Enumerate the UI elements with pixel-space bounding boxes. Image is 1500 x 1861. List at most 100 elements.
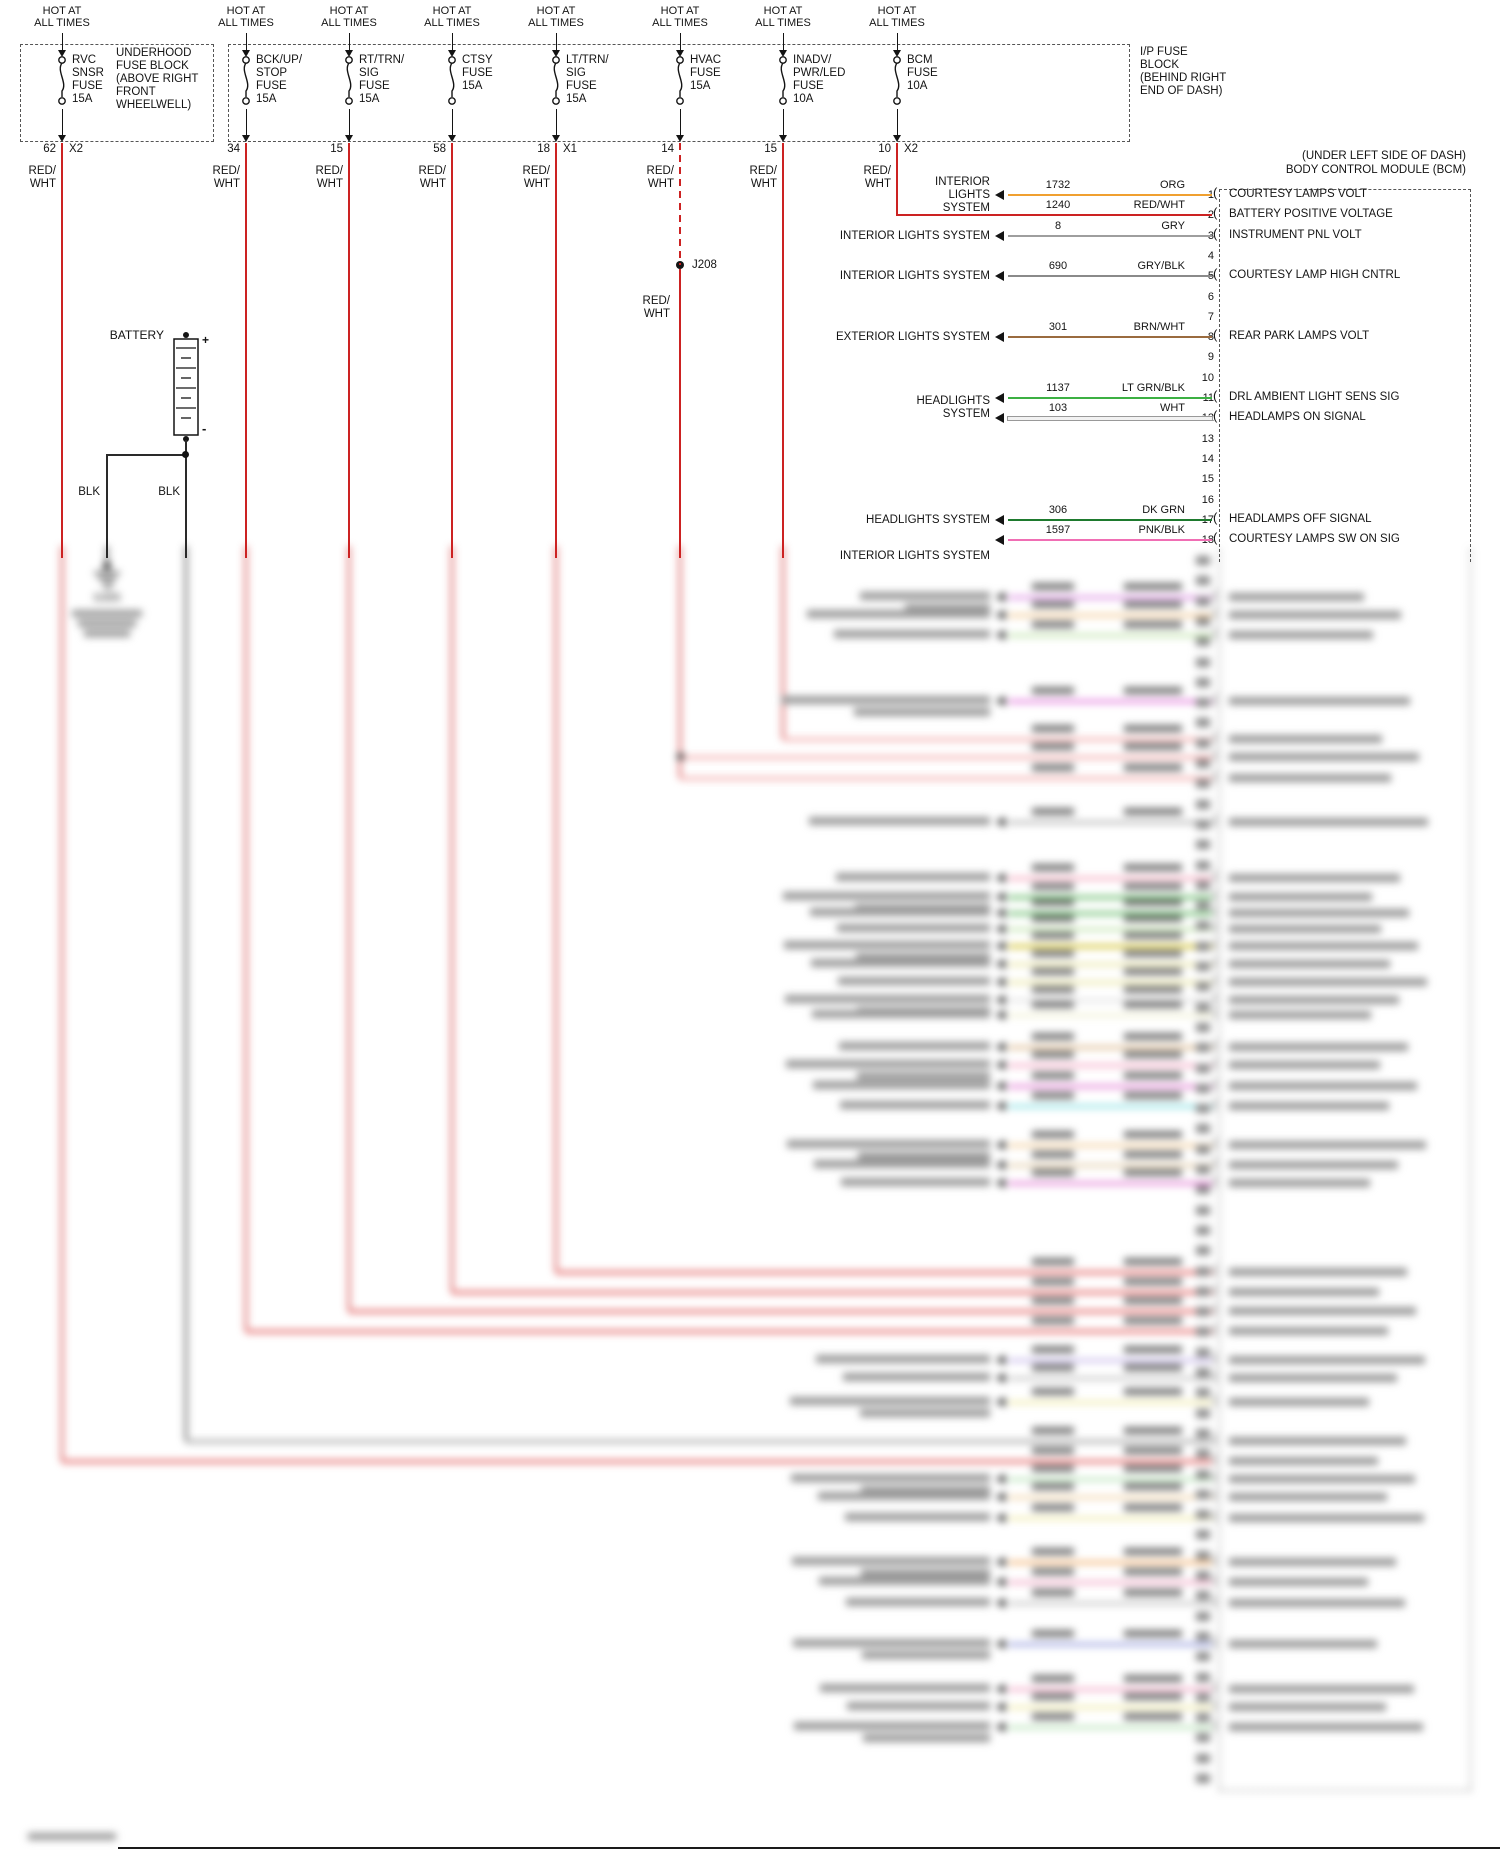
- illegible-system-label: [816, 1355, 990, 1363]
- fuse-out-arrowhead-icon: [552, 135, 560, 142]
- circuit-number: 1240: [1045, 199, 1071, 211]
- illegible-system-label: [845, 1513, 990, 1521]
- illegible-color-code: [1124, 1001, 1182, 1008]
- illegible-color-code: [1124, 1504, 1182, 1511]
- illegible-pin-number: [1196, 556, 1210, 565]
- illegible-pin-number: [1196, 657, 1210, 667]
- pin-cavity-bracket: (: [1213, 936, 1218, 951]
- wire-color-label: RED/WHT: [500, 165, 550, 191]
- pin-cavity-bracket: (: [1213, 1717, 1218, 1732]
- illegible-system-label: [863, 1734, 990, 1742]
- pin-cavity-bracket: (: [1213, 1262, 1218, 1277]
- fuse-name-line: STOP: [256, 67, 288, 79]
- pin-cavity-bracket: (: [1213, 1037, 1218, 1052]
- illegible-system-label: [811, 959, 990, 967]
- illegible-system-label: [836, 873, 990, 881]
- system-label: INTERIOR LIGHTS SYSTEM: [770, 550, 990, 563]
- fuse-name-line: 15A: [566, 93, 587, 105]
- blurred-wire: [1008, 1496, 1212, 1499]
- fuse-name-line: SIG: [359, 67, 379, 79]
- connector-pin-number: 15: [764, 143, 777, 155]
- system-label: HEADLIGHTS SYSTEM: [770, 514, 990, 527]
- illegible-color-code: [1124, 621, 1182, 628]
- wire-direction-arrow-icon: [995, 231, 1004, 241]
- illegible-bcm-label: [1229, 1307, 1416, 1315]
- wire-color-label: RED/WHT: [727, 165, 777, 191]
- wire-direction-arrow-icon: [996, 610, 1005, 620]
- wire-color-label: RED/WHT: [396, 165, 446, 191]
- blurred-wire: [1008, 614, 1212, 617]
- illegible-bcm-label: [1229, 593, 1364, 601]
- illegible-color-code: [1124, 743, 1182, 750]
- pin-cavity-bracket: (: [1213, 812, 1218, 827]
- pin-cavity-bracket: (: [1213, 408, 1218, 423]
- illegible-pin-number: [1196, 1205, 1210, 1215]
- connector-pin-number: 10: [878, 143, 891, 155]
- ground-icon: [102, 582, 114, 584]
- bcm-signal-label: COURTESY LAMPS SW ON SIG: [1229, 533, 1400, 545]
- illegible-system-label: [814, 1160, 990, 1168]
- pin-cavity-bracket: (: [1213, 1155, 1218, 1170]
- illegible-pin-number: [1196, 1489, 1210, 1499]
- illegible-system-label: [847, 1702, 990, 1710]
- fuse-symbol-icon: [54, 55, 70, 109]
- illegible-pin-number: [1196, 962, 1210, 971]
- circuit-number: 8: [1054, 220, 1062, 232]
- illegible-pin-number: [1196, 1347, 1210, 1357]
- illegible-color-code: [1124, 1258, 1182, 1265]
- illegible-system-label: [841, 1178, 990, 1186]
- illegible-color-code: [1124, 687, 1182, 694]
- fuse-name-line: 15A: [359, 93, 380, 105]
- pin-cavity-bracket: (: [1213, 1451, 1218, 1466]
- fuse-out-line: [61, 109, 63, 135]
- illegible-pin-number: [1196, 1368, 1210, 1377]
- illegible-color-code: [1124, 1169, 1182, 1176]
- fuse-name-line: BCM: [907, 54, 933, 66]
- blurred-wire: [1008, 1144, 1212, 1147]
- feed-arrowhead-icon: [676, 50, 684, 57]
- fuse-name-label: BCK/UP/STOP FUSE 15A: [256, 54, 302, 106]
- illegible-pin-number: [1196, 1469, 1210, 1479]
- blurred-wire: [1008, 896, 1212, 899]
- fuse-name-line: 15A: [690, 80, 711, 92]
- power-wire: [348, 546, 350, 1311]
- hot-at-all-times-label: ALL TIMES: [755, 17, 811, 29]
- bcm-pin-number: 4: [1207, 250, 1214, 262]
- battery-plus-sign: +: [202, 333, 210, 347]
- fuse-name-line: SIG: [566, 67, 586, 79]
- illegible-circuit-number: [1032, 1278, 1074, 1285]
- illegible-pin-number: [1196, 596, 1210, 606]
- illegible-system-label: [787, 1140, 990, 1148]
- battery-minus-sign: -: [202, 421, 207, 436]
- illegible-circuit-number: [1032, 808, 1074, 815]
- circuit-number: 1137: [1046, 382, 1070, 394]
- wire-color-code: GRY/BLK: [1137, 260, 1186, 272]
- blurred-wire: [1008, 1359, 1212, 1362]
- splice-wire-color-label: RED/ WHT: [616, 295, 670, 321]
- bcm-pin-number: 15: [1201, 473, 1214, 485]
- system-label-line: HEADLIGHTS SYSTEM: [866, 514, 990, 526]
- illegible-bcm-label: [1229, 611, 1401, 619]
- illegible-circuit-number: [1032, 725, 1074, 732]
- underhood-fuse-block-box: [20, 44, 214, 142]
- pin-cavity-bracket: (: [1213, 1321, 1218, 1336]
- illegible-color-code: [1124, 1051, 1182, 1058]
- illegible-system-label: [812, 1010, 990, 1018]
- wire-direction-arrow-icon: [996, 1492, 1005, 1502]
- wire-color-line: WHT: [419, 178, 446, 190]
- blurred-wire: [1008, 1706, 1212, 1709]
- illegible-color-code: [1124, 1465, 1182, 1472]
- hot-at-all-times-label: ALL TIMES: [321, 17, 377, 29]
- illegible-pin-number: [1196, 637, 1210, 647]
- battery-ground-trunk: [185, 546, 187, 1441]
- connector-pin-number: 18: [537, 143, 550, 155]
- fuse-out-line: [896, 109, 898, 135]
- illegible-circuit-number: [1032, 1364, 1074, 1371]
- wire-circuit-1137: [1008, 397, 1212, 399]
- blurred-wire: [1008, 1478, 1212, 1481]
- pin-cavity-bracket: (: [1213, 887, 1218, 902]
- wire-direction-arrow-icon: [996, 892, 1005, 902]
- wire-color-code: PNK/BLK: [1138, 524, 1185, 536]
- illegible-circuit-number: [1032, 1072, 1074, 1079]
- wire-color-line: WHT: [750, 178, 777, 190]
